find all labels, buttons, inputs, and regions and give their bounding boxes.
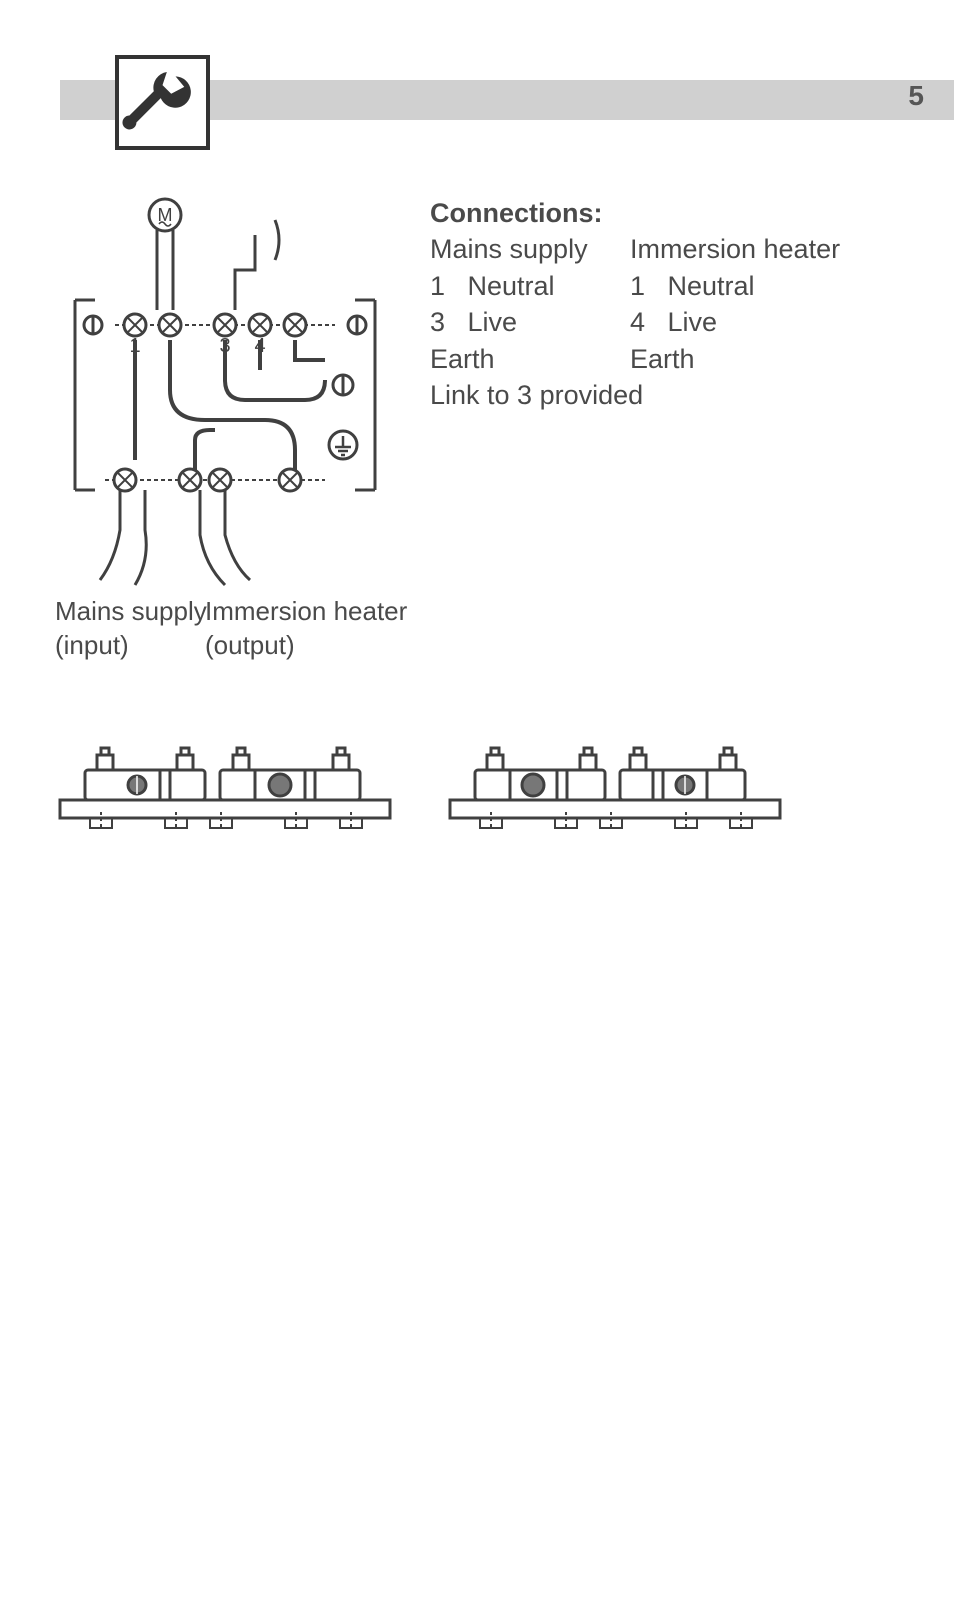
connections-title: Connections: bbox=[430, 195, 870, 231]
rail-diagram-left bbox=[55, 730, 395, 845]
diagram-label-immersion: Immersion heater (output) bbox=[205, 595, 407, 663]
wrench-icon bbox=[115, 55, 210, 150]
wiring-diagram: M 1 3 4 bbox=[65, 190, 385, 590]
top-terminal-row bbox=[115, 314, 335, 336]
diagram-label-mains: Mains supply (input) bbox=[55, 595, 207, 663]
page-number: 5 bbox=[908, 80, 924, 112]
connections-block: Connections: Mains supply 1 Neutral 3 Li… bbox=[430, 195, 870, 414]
conn-col2-header: Immersion heater bbox=[630, 231, 840, 267]
rail-diagram-right bbox=[445, 730, 785, 845]
bottom-terminal-row bbox=[105, 469, 325, 491]
conn-col1-header: Mains supply bbox=[430, 231, 600, 267]
motor-label: M bbox=[158, 205, 173, 225]
earth-icon bbox=[329, 431, 357, 459]
